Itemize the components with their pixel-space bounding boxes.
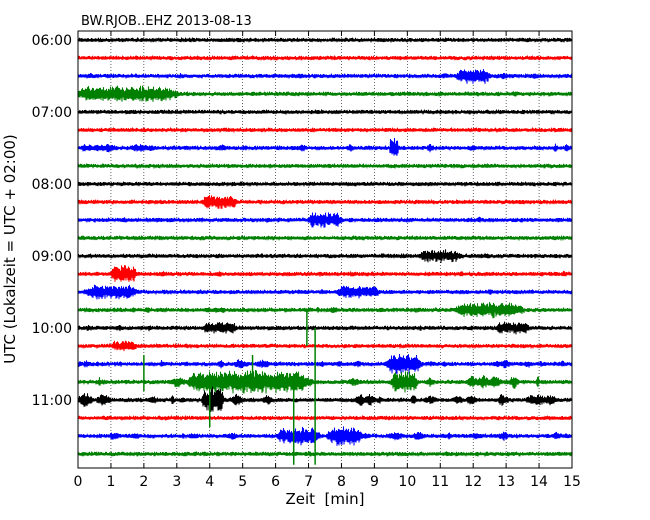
trace-11:45 [78,451,572,457]
trace-08:00 [78,181,572,187]
x-tick-label: 7 [304,474,313,490]
x-tick-label: 3 [172,474,181,490]
trace-07:15 [78,127,572,133]
seismogram-traces [78,36,572,465]
x-tick-label: 10 [398,474,416,490]
x-tick-label: 13 [497,474,515,490]
y-tick-label: 07:00 [32,105,72,121]
trace-11:30 [78,426,572,446]
trace-07:30 [78,137,572,156]
x-tick-label: 12 [464,474,482,490]
x-axis-label: Zeit [min] [285,490,364,508]
y-tick-label: 08:00 [32,177,72,193]
x-tick-label: 5 [238,474,247,490]
y-axis-ticks: 06:00 07:00 08:00 09:00 10:00 11:00 [32,33,83,409]
x-tick-label: 14 [530,474,548,490]
trace-10:15 [78,340,572,352]
trace-08:15 [78,195,572,209]
trace-10:30 [78,353,572,375]
trace-09:30 [78,284,572,300]
plot-frame [77,30,573,469]
vertical-grid [110,31,540,468]
trace-09:45 [78,302,572,319]
trace-08:30 [78,212,572,228]
y-tick-label: 06:00 [32,33,72,49]
x-axis-ticks: 0 1 2 3 4 5 6 7 8 9 10 11 12 13 14 15 [74,31,581,490]
y-tick-label: 09:00 [32,249,72,265]
chart-title: BW.RJOB..EHZ 2013-08-13 [81,14,252,29]
y-tick-label: 10:00 [32,321,72,337]
trace-06:45 [78,85,572,102]
trace-06:30 [78,69,572,84]
trace-06:00 [78,36,572,43]
trace-08:45 [78,235,572,241]
x-tick-label: 11 [431,474,449,490]
x-tick-label: 1 [106,474,115,490]
x-tick-label: 6 [271,474,280,490]
x-tick-label: 9 [370,474,379,490]
x-tick-label: 8 [337,474,346,490]
trace-07:45 [78,163,572,169]
trace-11:00 [78,386,572,412]
trace-10:00 [78,321,572,335]
trace-07:00 [78,109,572,115]
trace-09:00 [78,249,572,263]
trace-06:15 [78,55,572,62]
y-axis-label: UTC (Lokalzeit = UTC + 02:00) [1,134,19,364]
trace-11:15 [78,414,572,421]
x-tick-label: 15 [563,474,581,490]
trace-09:15 [78,265,572,282]
x-tick-label: 4 [205,474,214,490]
x-tick-label: 2 [139,474,148,490]
y-tick-label: 11:00 [32,393,72,409]
trace-10:45 [78,369,572,394]
x-tick-label: 0 [74,474,83,490]
